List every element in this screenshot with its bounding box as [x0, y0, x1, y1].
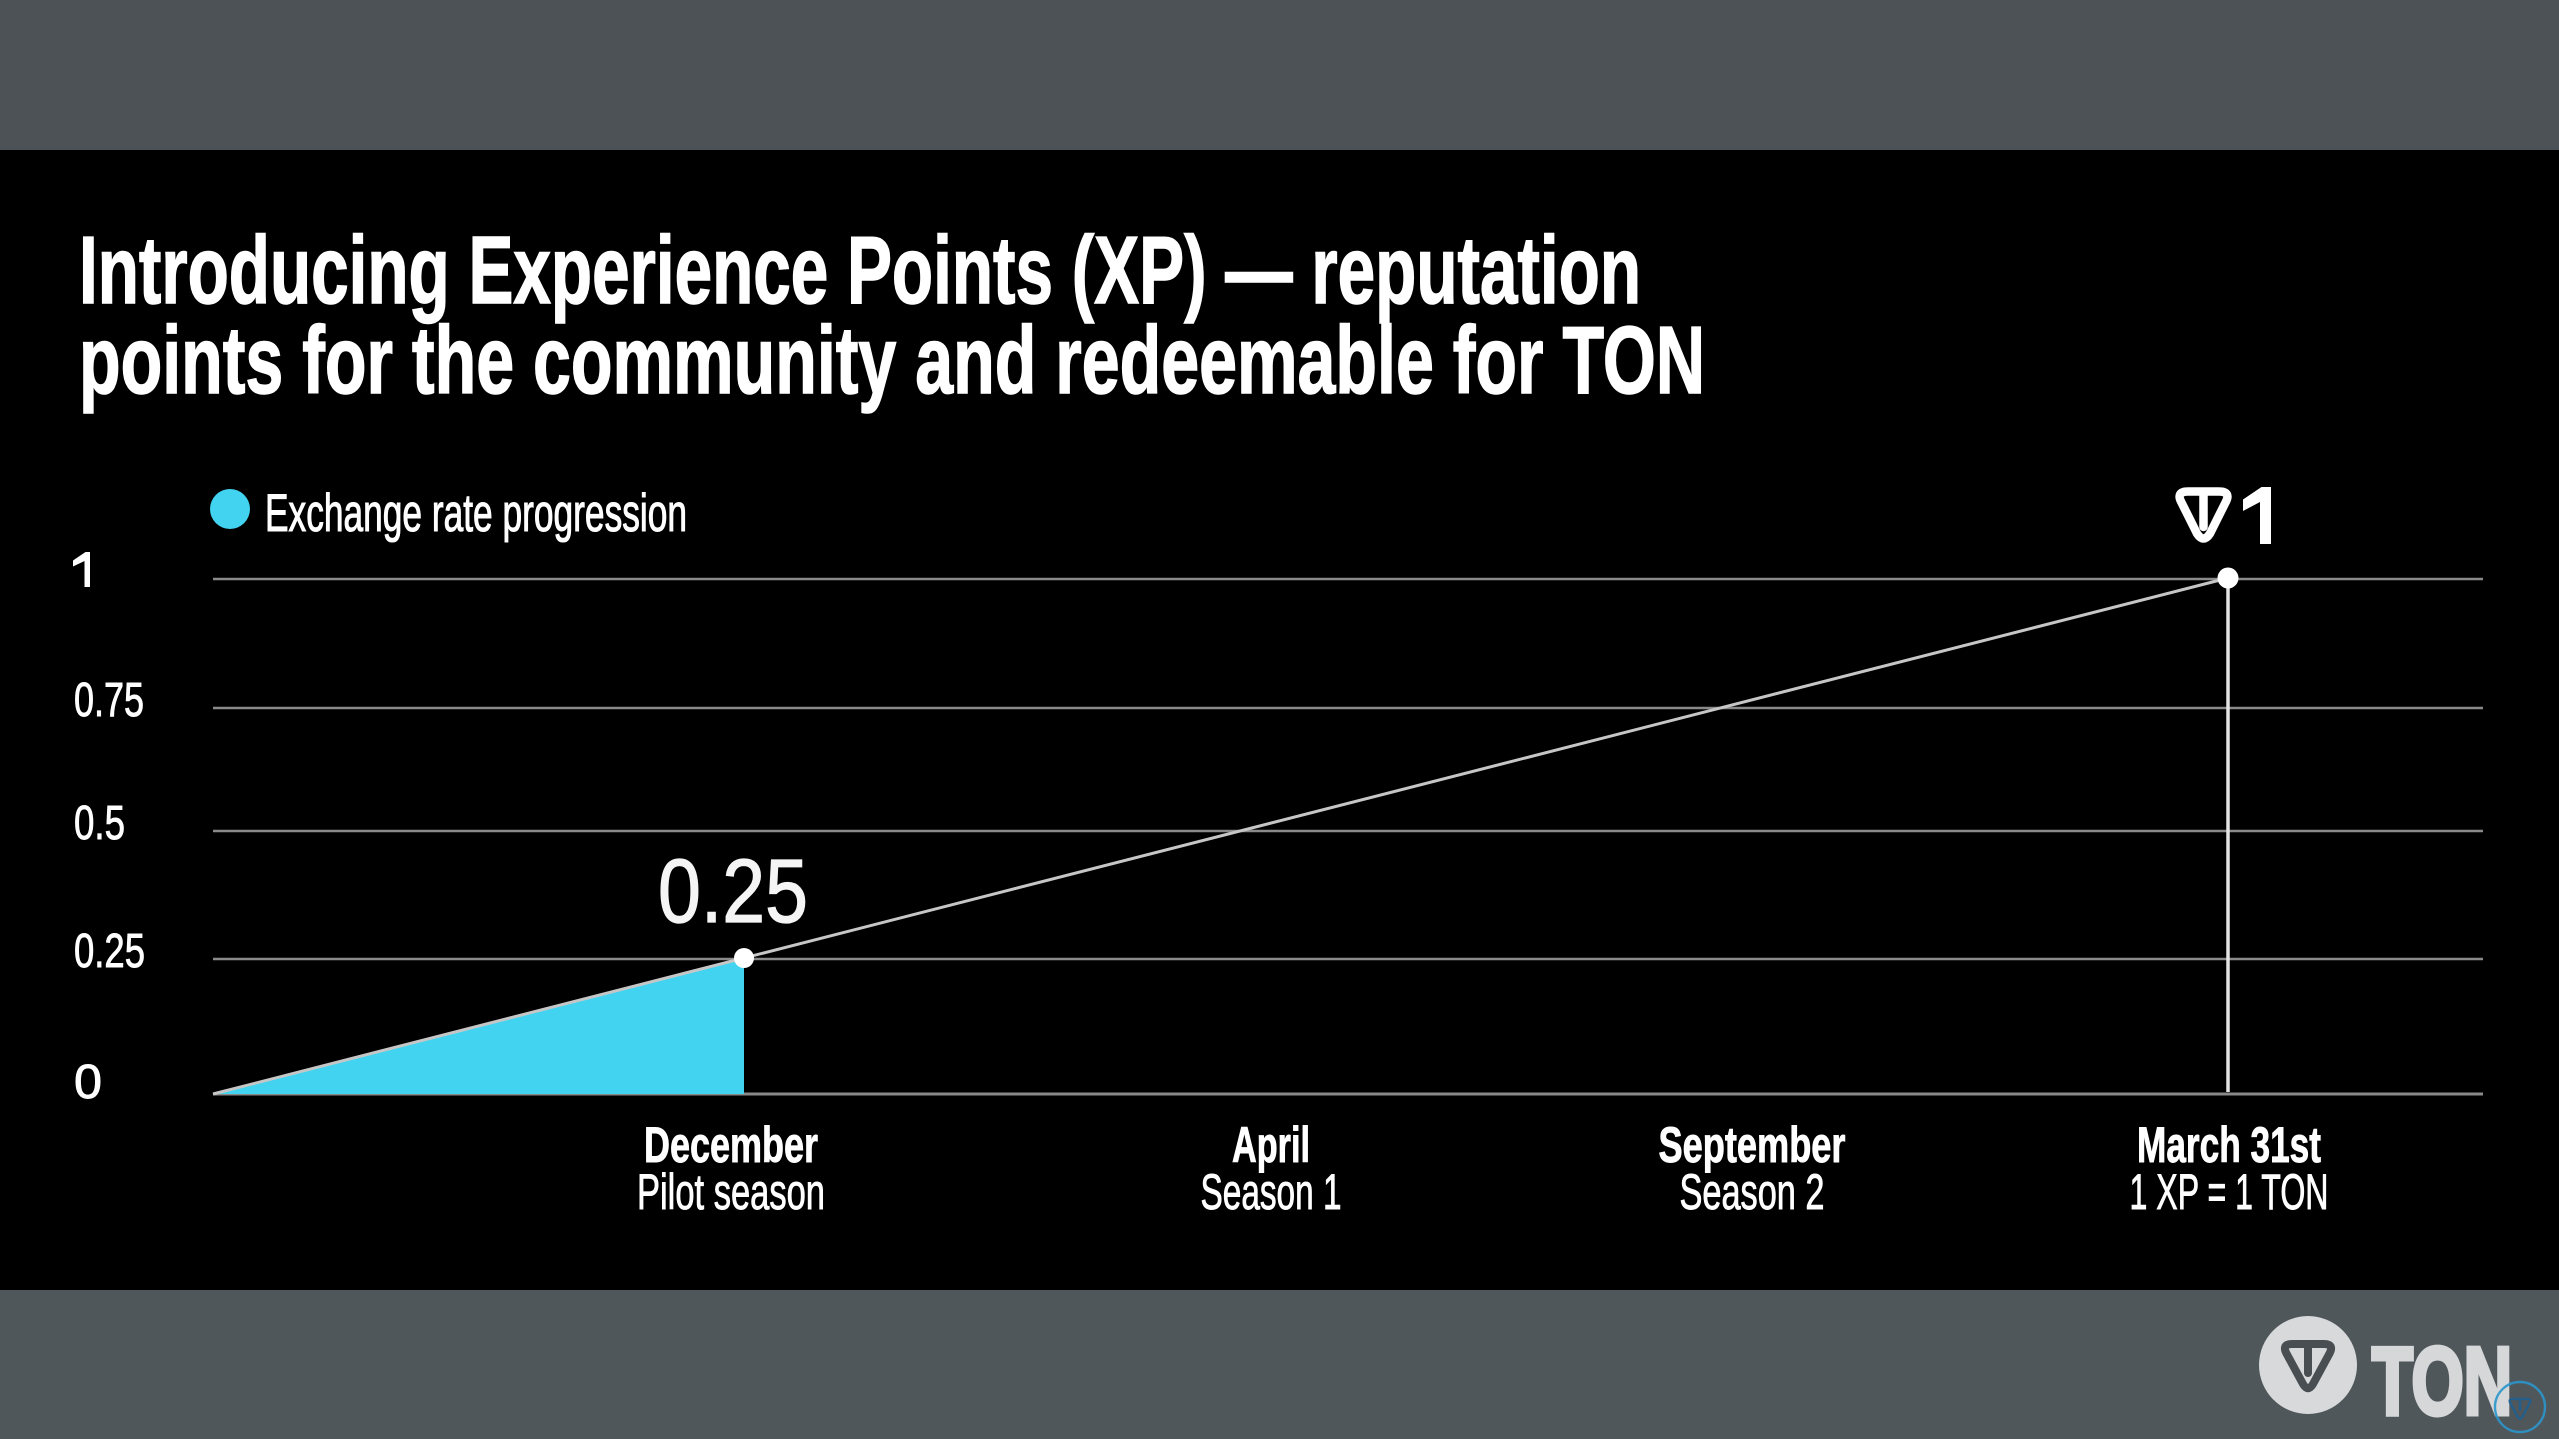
svg-text:0: 0 — [74, 1056, 102, 1109]
svg-text:points for the community and r: points for the community and redeemable … — [79, 307, 1705, 414]
svg-text:Season 1: Season 1 — [1201, 1164, 1342, 1220]
svg-text:December: December — [644, 1117, 818, 1173]
svg-text:Introducing Experience Points: Introducing Experience Points (XP) — rep… — [79, 217, 1641, 324]
svg-text:0.25: 0.25 — [74, 925, 145, 978]
svg-text:1 XP = 1 TON: 1 XP = 1 TON — [2130, 1164, 2329, 1220]
svg-text:0.75: 0.75 — [74, 674, 144, 727]
svg-text:0.25: 0.25 — [658, 842, 808, 942]
svg-text:Pilot season: Pilot season — [637, 1164, 825, 1220]
svg-text:0.5: 0.5 — [74, 797, 125, 850]
svg-text:September: September — [1659, 1117, 1846, 1173]
svg-text:March 31st: March 31st — [2137, 1117, 2321, 1173]
svg-text:Season 2: Season 2 — [1680, 1164, 1825, 1220]
svg-text:TON: TON — [2372, 1328, 2512, 1435]
svg-text:April: April — [1232, 1117, 1310, 1173]
svg-text:Exchange rate progression: Exchange rate progression — [265, 484, 687, 543]
